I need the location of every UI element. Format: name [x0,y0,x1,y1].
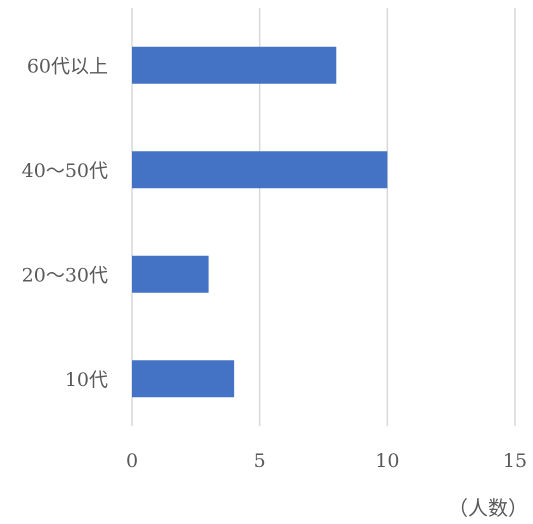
bar [132,255,209,293]
category-label: 40〜50代 [22,160,108,182]
unit-label: （人数） [448,496,528,520]
category-label: 20〜30代 [22,264,108,286]
bar [132,360,235,398]
x-tick-label: 10 [375,450,399,472]
bar [132,46,337,84]
x-tick-label: 5 [254,450,266,472]
category-labels: 60代以上 40〜50代 20〜30代 10代 [22,55,108,391]
bars [132,46,388,398]
x-tick-labels: 0 5 10 15 [126,450,527,472]
category-label: 10代 [65,369,108,391]
x-tick-label: 15 [503,450,527,472]
category-label: 60代以上 [27,55,108,77]
x-tick-label: 0 [126,450,138,472]
bar [132,151,388,189]
